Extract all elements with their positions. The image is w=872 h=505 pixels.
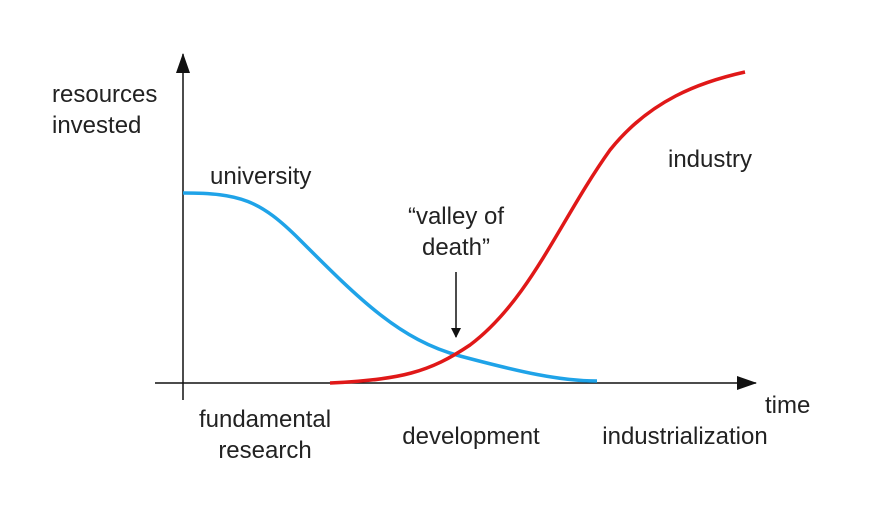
industry-curve bbox=[329, 70, 746, 385]
annotation: death” bbox=[422, 234, 490, 261]
university-curve bbox=[182, 191, 598, 383]
annotation: “valley of bbox=[408, 203, 504, 230]
phase-label: fundamental bbox=[199, 406, 331, 433]
phase-label: industrialization bbox=[602, 423, 767, 450]
phase-label: research bbox=[218, 437, 311, 464]
y-axis-label: invested bbox=[52, 112, 141, 139]
curve-label: industry bbox=[668, 146, 752, 173]
y-axis-label: resources bbox=[52, 81, 157, 108]
phase-label: development bbox=[402, 423, 540, 450]
x-axis-label: time bbox=[765, 392, 810, 419]
curve-label: university bbox=[210, 163, 311, 190]
